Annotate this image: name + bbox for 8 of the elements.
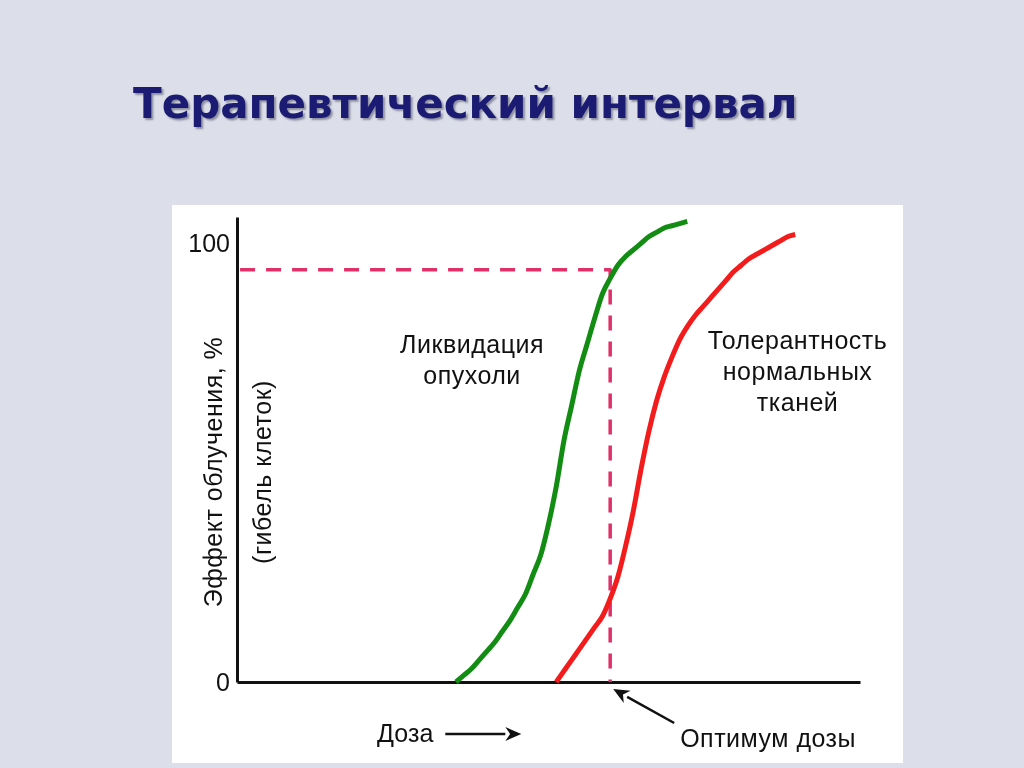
series-label: Толерантность нормальных тканей: [707, 325, 888, 416]
y-tick-label: 0: [216, 667, 230, 696]
y-tick-label: 100: [188, 228, 230, 257]
text: Оптимум дозы: [680, 724, 857, 752]
chart-title: Терапевтический интервал: [133, 78, 798, 130]
x-axis-title: Доза: [377, 719, 434, 747]
y-axis-title: Эффект облучения, % (гибель клеток): [199, 336, 276, 608]
series-label: Ликвидация опухоли: [400, 330, 544, 390]
